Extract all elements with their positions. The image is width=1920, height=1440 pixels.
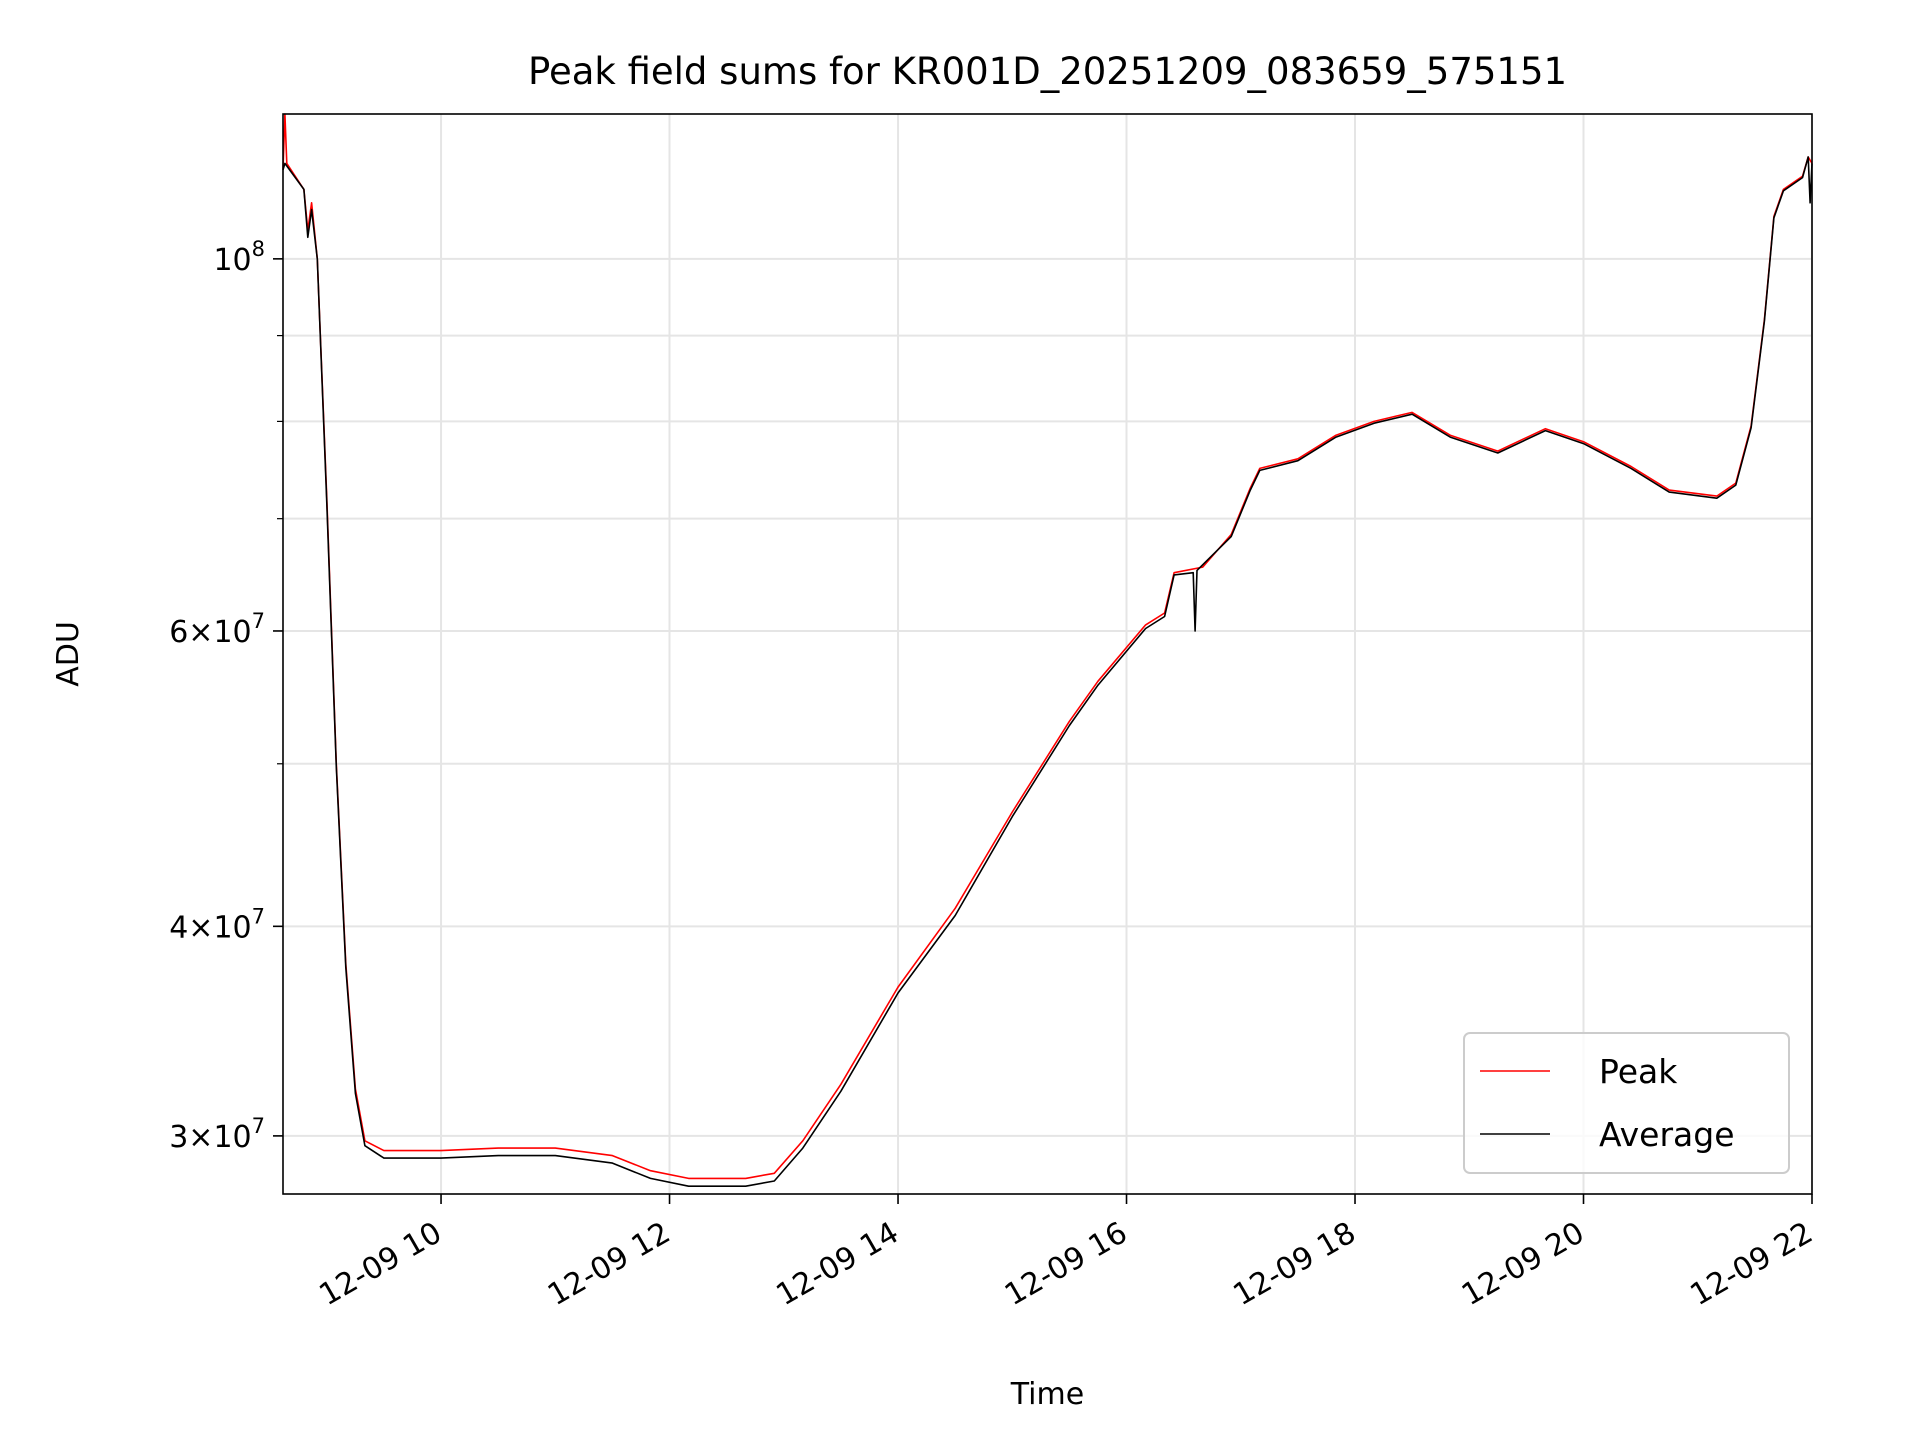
legend-box bbox=[1463, 1032, 1790, 1174]
legend-label-peak: Peak bbox=[1599, 1052, 1678, 1091]
chart-title: Peak field sums for KR001D_20251209_0836… bbox=[528, 50, 1567, 93]
legend: Peak Average bbox=[1463, 1032, 1790, 1174]
y-axis-label: ADU bbox=[51, 621, 86, 687]
plot-frame bbox=[282, 113, 1813, 1195]
series-line-average bbox=[282, 156, 1813, 1187]
legend-label-average: Average bbox=[1599, 1115, 1735, 1154]
x-axis-label: Time bbox=[1010, 1377, 1084, 1412]
y-tick-label: 3×107 bbox=[169, 1114, 265, 1155]
y-tick-label: 6×107 bbox=[169, 609, 265, 650]
y-tick-label: 4×107 bbox=[169, 904, 265, 945]
y-tick-label: 108 bbox=[213, 237, 265, 278]
grid bbox=[283, 114, 1813, 1194]
series-lines bbox=[282, 113, 1813, 1187]
